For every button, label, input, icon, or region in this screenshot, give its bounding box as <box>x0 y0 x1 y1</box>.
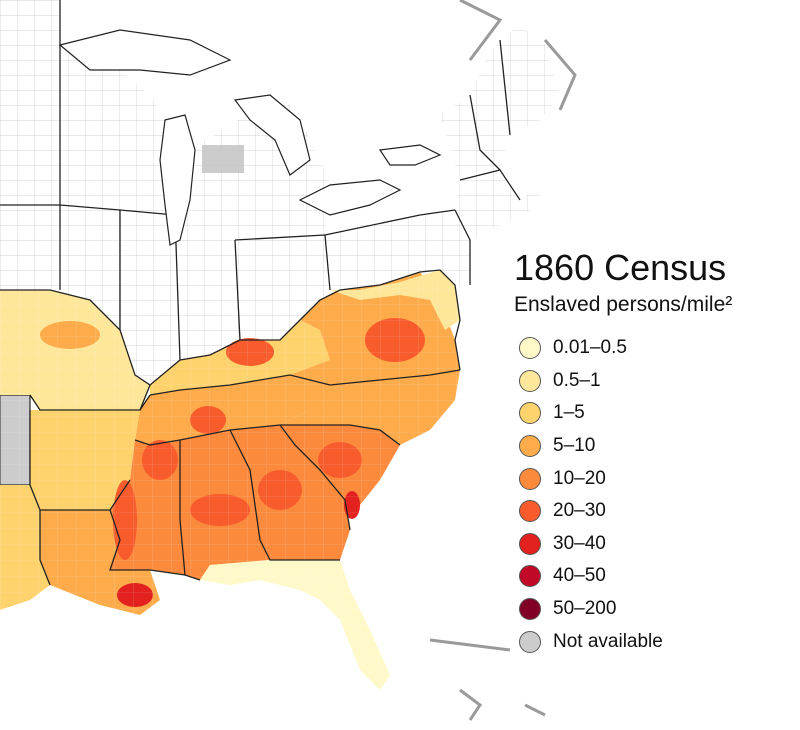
legend-item: 40–50 <box>514 560 794 593</box>
legend-swatch <box>519 598 541 621</box>
legend-label: Not available <box>553 630 663 652</box>
lake-superior <box>58 29 232 76</box>
legend-label: 50–200 <box>553 598 617 620</box>
legend-label: 5–10 <box>553 435 596 457</box>
legend-item: 20–30 <box>514 495 794 528</box>
great-lakes <box>58 29 442 246</box>
legend-swatch <box>519 337 541 360</box>
legend-swatch <box>519 630 541 653</box>
legend: 1860 Census Enslaved persons/mile² 0.01–… <box>514 246 794 658</box>
legend-item: 1–5 <box>514 397 794 430</box>
lake-ontario <box>378 144 442 166</box>
legend-item: 50–200 <box>514 593 794 626</box>
legend-item: 0.5–1 <box>514 365 794 398</box>
legend-item: 0.01–0.5 <box>514 332 794 365</box>
legend-label: 20–30 <box>553 500 606 522</box>
legend-label: 1–5 <box>553 402 585 424</box>
legend-label: 40–50 <box>553 565 606 587</box>
distant-coastlines <box>429 0 577 721</box>
lake-michigan <box>159 114 196 246</box>
legend-swatch <box>519 402 541 425</box>
legend-item: 30–40 <box>514 528 794 561</box>
legend-subtitle: Enslaved persons/mile² <box>514 293 733 316</box>
legend-label: 10–20 <box>553 467 606 489</box>
legend-swatch <box>519 369 541 392</box>
legend-title: 1860 Census <box>514 247 727 288</box>
legend-label: 0.5–1 <box>553 369 601 391</box>
legend-label: 0.01–0.5 <box>553 337 627 359</box>
legend-swatch <box>519 467 541 490</box>
lake-huron <box>233 94 311 176</box>
state-borders <box>0 0 521 586</box>
legend-items: 0.01–0.5 0.5–1 1–5 5–10 10–20 20–30 30–40 40–50… <box>514 332 794 658</box>
legend-swatch <box>519 532 541 555</box>
legend-swatch <box>519 500 541 523</box>
legend-item: Not available <box>514 625 794 658</box>
legend-label: 30–40 <box>553 532 606 554</box>
lake-erie <box>298 179 402 216</box>
legend-swatch <box>519 435 541 458</box>
legend-item: 10–20 <box>514 462 794 495</box>
legend-item: 5–10 <box>514 430 794 463</box>
legend-swatch <box>519 565 541 588</box>
